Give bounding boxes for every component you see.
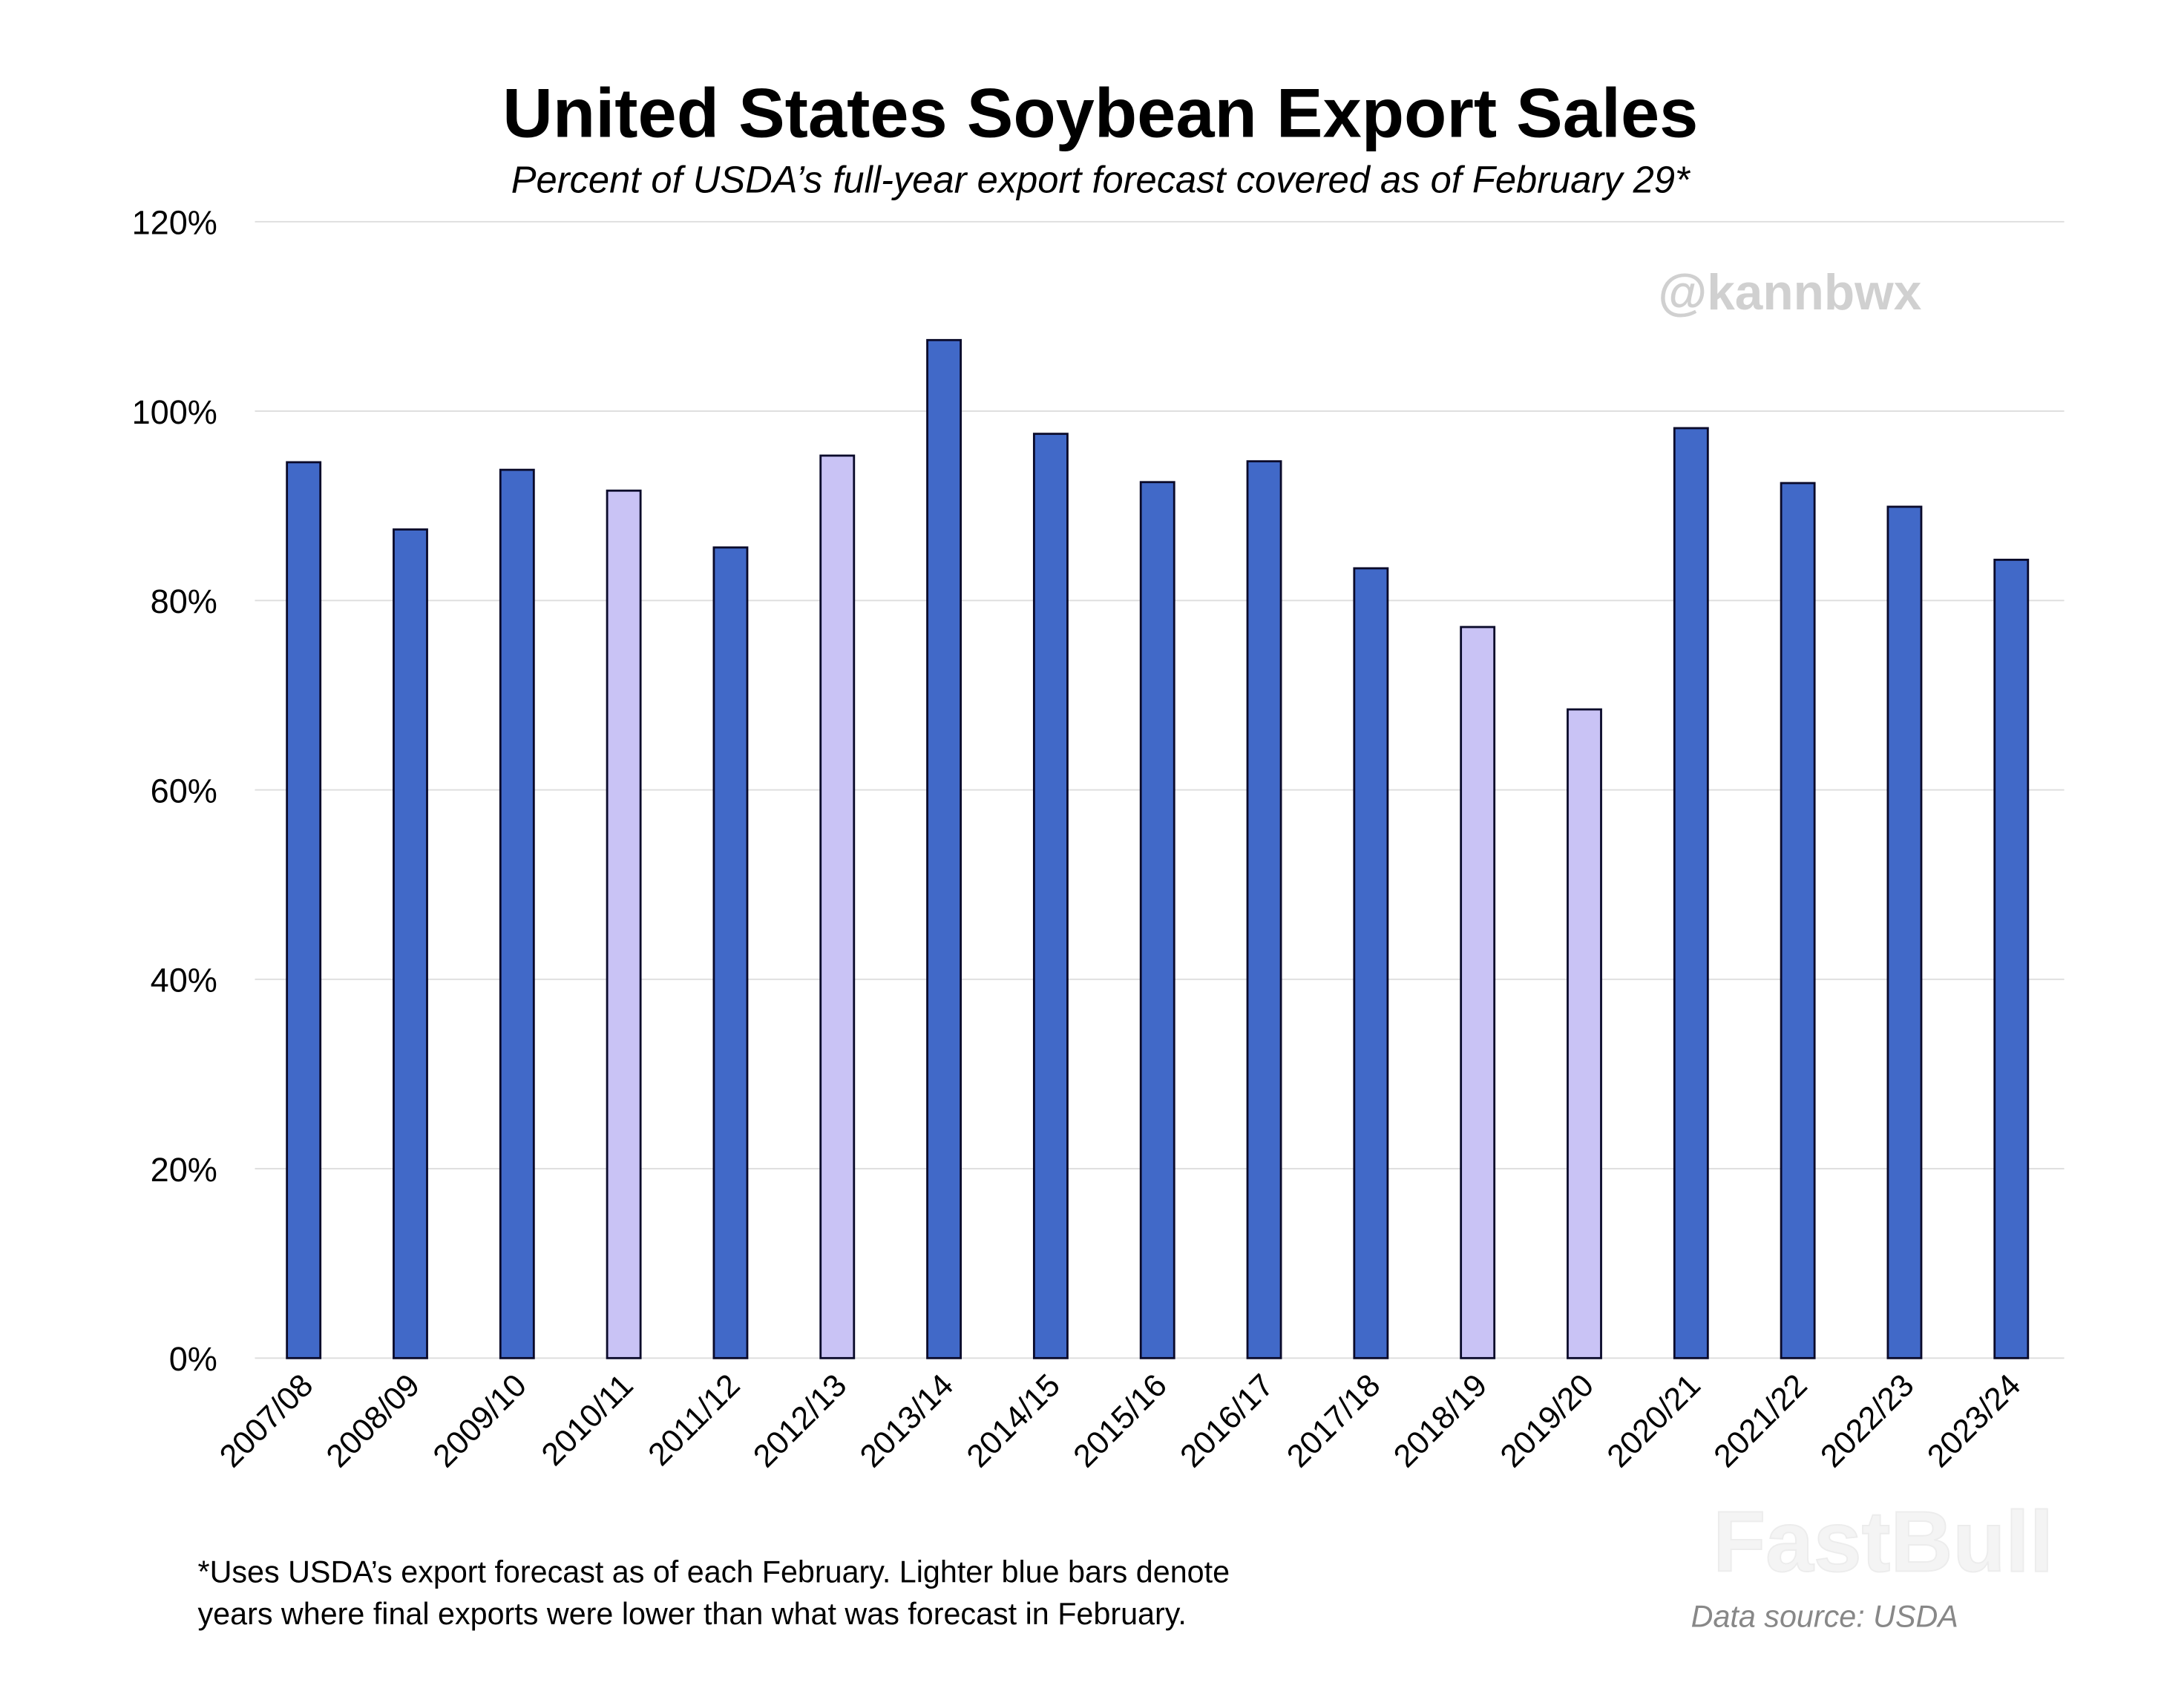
x-tick-label: 2016/17 — [1173, 1368, 1280, 1474]
bar-2021-22 — [1780, 482, 1816, 1359]
bar-2015-16 — [1139, 481, 1175, 1359]
x-tick-label: 2022/23 — [1814, 1368, 1921, 1474]
bar-2016-17 — [1246, 460, 1282, 1359]
y-tick-label: 20% — [151, 1151, 217, 1189]
chart-subtitle: Percent of USDA’s full-year export forec… — [511, 158, 1691, 200]
x-tick-label: 2021/22 — [1707, 1368, 1814, 1474]
bar-2008-09 — [393, 528, 428, 1359]
x-tick-label: 2009/10 — [427, 1368, 534, 1474]
logo-watermark: FastBull — [1713, 1493, 2053, 1589]
y-tick-label: 100% — [132, 393, 217, 431]
bar-2023-24 — [1993, 558, 2030, 1359]
bar-2011-12 — [712, 546, 749, 1359]
x-tick-label: 2017/18 — [1280, 1368, 1387, 1474]
bar-2010-11 — [606, 489, 642, 1359]
chart-title: United States Soybean Export Sales — [502, 73, 1698, 151]
data-source: Data source: USDA — [1691, 1600, 1958, 1634]
bar-2009-10 — [499, 468, 535, 1359]
x-tick-label: 2007/08 — [213, 1368, 320, 1474]
bar-2020-21 — [1673, 427, 1709, 1359]
bar-2018-19 — [1460, 626, 1496, 1359]
y-tick-label: 120% — [132, 204, 217, 242]
bar-2007-08 — [286, 461, 322, 1359]
bar-2019-20 — [1567, 708, 1602, 1359]
x-tick-label: 2023/24 — [1921, 1368, 2027, 1474]
x-tick-label: 2010/11 — [535, 1368, 640, 1473]
x-tick-label: 2020/21 — [1601, 1368, 1708, 1474]
x-tick-label: 2013/14 — [853, 1368, 960, 1474]
x-tick-label: 2015/16 — [1067, 1368, 1174, 1474]
handle-watermark: @kannbwx — [1658, 265, 1921, 321]
y-axis-ticks: 0% 20% 40% 60% 80% 100% 120% — [132, 204, 217, 1379]
bars — [286, 338, 2030, 1359]
bar-2012-13 — [819, 454, 856, 1359]
x-tick-label: 2019/20 — [1494, 1368, 1601, 1474]
x-tick-label: 2018/19 — [1387, 1368, 1494, 1474]
x-tick-label: 2014/15 — [960, 1368, 1067, 1474]
bar-2014-15 — [1032, 433, 1069, 1359]
x-tick-label: 2008/09 — [320, 1368, 427, 1474]
bar-2017-18 — [1353, 567, 1389, 1359]
footnote-line1: *Uses USDA’s export forecast as of each … — [198, 1555, 1230, 1589]
y-tick-label: 60% — [151, 772, 217, 810]
bar-2013-14 — [926, 338, 963, 1359]
y-tick-label: 0% — [169, 1340, 217, 1378]
x-axis-ticks: 2007/08 2008/09 2009/10 2010/11 2011/12 2012/… — [213, 1368, 2027, 1474]
x-tick-label: 2011/12 — [642, 1368, 747, 1473]
y-tick-label: 40% — [151, 962, 217, 999]
footnote-line2: years where final exports were lower tha… — [198, 1597, 1187, 1631]
x-tick-label: 2012/13 — [747, 1368, 853, 1474]
bar-2022-23 — [1886, 505, 1923, 1359]
y-tick-label: 80% — [151, 582, 217, 620]
